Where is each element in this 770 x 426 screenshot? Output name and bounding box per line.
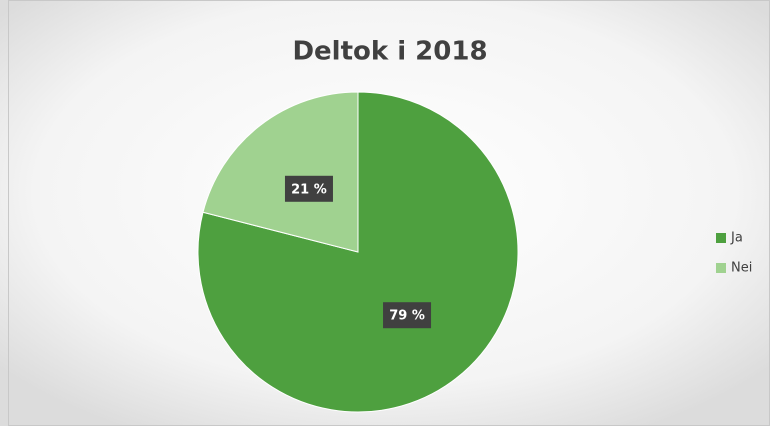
data-label-box — [284, 175, 333, 202]
pie-slice — [202, 91, 359, 253]
data-label: 79 % — [389, 309, 425, 324]
data-label: 21 % — [291, 182, 327, 197]
data-label-box — [383, 302, 432, 329]
legend-label: Nei — [731, 261, 752, 276]
legend-swatch — [716, 263, 726, 273]
legend-swatch — [716, 233, 726, 243]
legend-label: Ja — [730, 231, 743, 246]
chart-title: Deltok i 2018 — [292, 37, 487, 67]
